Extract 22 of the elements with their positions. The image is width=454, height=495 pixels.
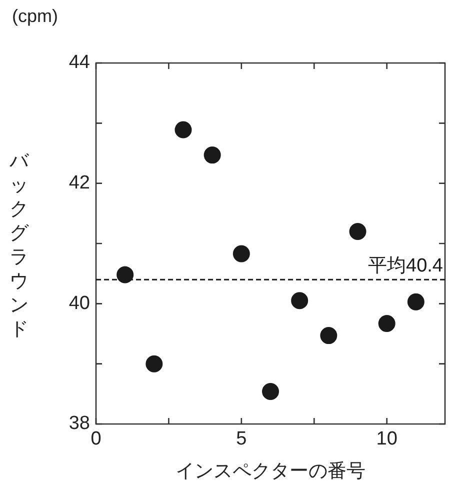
point [349,222,366,240]
point [204,146,221,164]
point [116,266,134,284]
y-tick-label: 44 [68,52,90,74]
point [146,355,163,372]
y-tick-label: 40 [68,292,90,314]
point [291,292,308,310]
point [320,327,338,344]
y-tick-label: 38 [68,413,90,434]
point [378,315,396,332]
point [407,293,424,310]
x-tick-label: 0 [90,428,102,450]
point [174,121,192,138]
x-tick-label: 10 [376,428,398,450]
point [262,383,279,400]
y-axis-title: バックグラウンド [8,150,30,342]
x-tick-label: 5 [236,428,247,450]
x-axis-title: インスペクターの番号 [176,460,366,482]
ref-line-label: 平均40.4 [368,255,444,276]
text: (cpm) [12,6,58,27]
point [232,245,250,262]
y-tick-label: 42 [68,172,90,194]
